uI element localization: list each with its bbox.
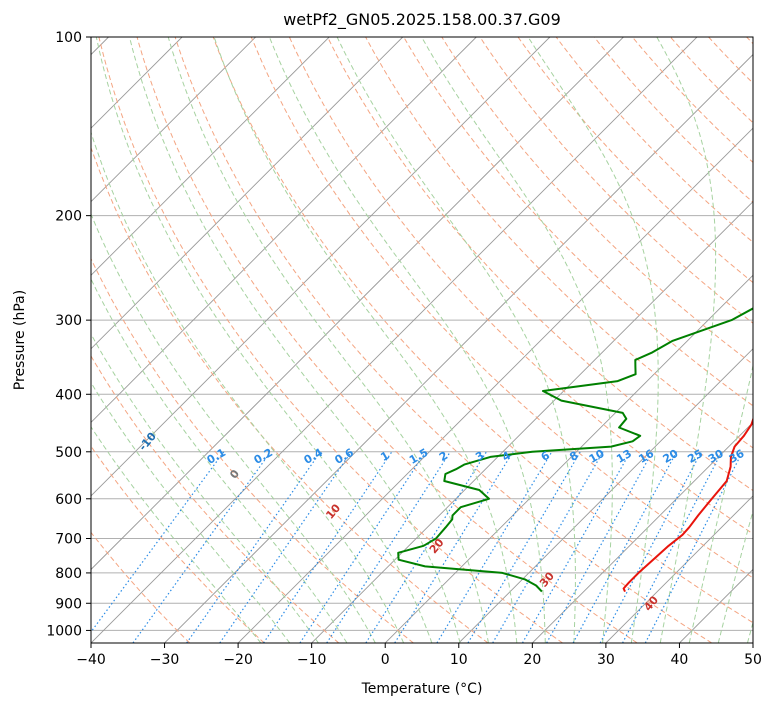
isotherm-line <box>91 37 477 423</box>
isotherm-line <box>164 53 753 643</box>
y-tick-label: 200 <box>55 209 82 225</box>
moist-adiabat-line <box>129 37 461 643</box>
dry-adiabat-line <box>365 37 753 449</box>
moist-adiabat-line <box>268 37 546 643</box>
dry-adiabat-lines <box>91 37 753 643</box>
y-tick-label: 800 <box>55 566 82 582</box>
isotherm-line <box>605 495 753 643</box>
mixing-ratio-line <box>467 451 581 643</box>
dry-adiabat-line <box>91 257 414 643</box>
mixing-ratio-line <box>394 451 514 643</box>
x-axis-label: Temperature (°C) <box>361 681 483 697</box>
mixing-ratio-line <box>186 451 322 643</box>
chart-title: wetPf2_GN05.2025.158.00.37.G09 <box>283 10 561 30</box>
isotherm-line <box>91 37 698 643</box>
isotherm-line <box>458 348 753 643</box>
mixing-ratio-line <box>546 451 653 643</box>
dry-adiabat-line <box>288 37 753 535</box>
moist-adiabat-line <box>527 37 659 643</box>
plot-frame <box>90 36 754 644</box>
moist-adiabat-line <box>167 37 489 643</box>
isotherm-line <box>91 37 330 276</box>
mixing-ratio-line <box>572 451 678 643</box>
moist-adiabat-line <box>213 37 518 643</box>
dry-adiabat-line <box>593 37 753 203</box>
mixing-ratio-lines <box>91 451 743 643</box>
moist-adiabat-line <box>91 212 376 643</box>
y-tick-label: 300 <box>55 313 82 329</box>
dewpoint-profile-line <box>397 307 753 593</box>
y-axis: 100 200 300 400 500 600 700 800 900 1000 <box>46 30 91 639</box>
x-tick-label: 20 <box>523 652 541 668</box>
moist-adiabat-line <box>91 277 348 643</box>
dry-adiabat-line <box>441 37 753 365</box>
x-tick-label: −20 <box>223 652 253 668</box>
x-tick-label: −10 <box>297 652 327 668</box>
dry-adiabat-line <box>98 37 563 643</box>
moist-adiabat-line <box>91 130 405 643</box>
mixing-ratio-line <box>436 451 553 643</box>
moist-adiabat-line <box>91 425 262 643</box>
isotherm-line <box>91 37 624 571</box>
moist-adiabat-lines <box>91 37 753 643</box>
y-tick-label: 900 <box>55 596 82 612</box>
mixing-ratio-line <box>492 451 604 643</box>
isotherm-line <box>91 37 256 203</box>
moist-adiabat-line <box>717 509 753 643</box>
dry-adiabat-line <box>91 355 340 643</box>
y-tick-label: 500 <box>55 445 82 461</box>
dry-adiabat-line <box>174 37 713 643</box>
x-tick-label: 30 <box>597 652 615 668</box>
moist-adiabat-line <box>421 37 613 643</box>
x-tick-label: 50 <box>744 652 762 668</box>
x-tick-label: −40 <box>76 652 106 668</box>
y-axis-label: Pressure (hPa) <box>12 290 28 390</box>
y-tick-label: 100 <box>55 30 82 46</box>
moist-adiabat-line <box>656 37 717 643</box>
dry-adiabat-line <box>327 37 753 492</box>
temperature-profile-line <box>622 416 753 593</box>
y-tick-label: 1000 <box>46 623 82 639</box>
isotherm-line <box>532 421 753 643</box>
y-tick-label: 400 <box>55 387 82 403</box>
mixing-ratio-line <box>132 451 272 643</box>
moist-adiabat-line <box>336 37 576 643</box>
y-tick-label: 600 <box>55 492 82 508</box>
x-tick-label: 0 <box>381 652 390 668</box>
isotherm-lines <box>91 37 753 643</box>
moist-adiabat-line <box>95 37 433 643</box>
dry-adiabat-line <box>479 37 753 324</box>
mixing-ratio-line <box>365 451 487 643</box>
plot-lines <box>91 37 753 643</box>
mixing-ratio-line <box>521 451 631 643</box>
dry-adiabat-line <box>555 37 753 243</box>
y-tick-label: 700 <box>55 532 82 548</box>
isotherm-line <box>237 127 753 643</box>
dry-adiabat-line <box>403 37 753 407</box>
profile-series <box>397 307 753 593</box>
x-tick-label: −30 <box>150 652 180 668</box>
moist-adiabat-line <box>91 332 319 643</box>
dry-adiabat-line <box>212 37 753 624</box>
x-tick-label: 10 <box>450 652 468 668</box>
dry-adiabat-line <box>91 531 191 643</box>
isotherm-line <box>91 37 551 497</box>
x-tick-label: 40 <box>671 652 689 668</box>
moist-adiabat-line <box>688 363 753 643</box>
isotherm-line <box>91 37 404 350</box>
mixing-ratio-line <box>599 451 702 643</box>
dry-adiabat-line <box>136 37 638 643</box>
x-axis: −40 −30 −20 −10 0 10 20 30 40 50 <box>76 643 762 668</box>
mixing-ratio-line <box>219 451 352 643</box>
isotherm-line <box>384 274 753 643</box>
